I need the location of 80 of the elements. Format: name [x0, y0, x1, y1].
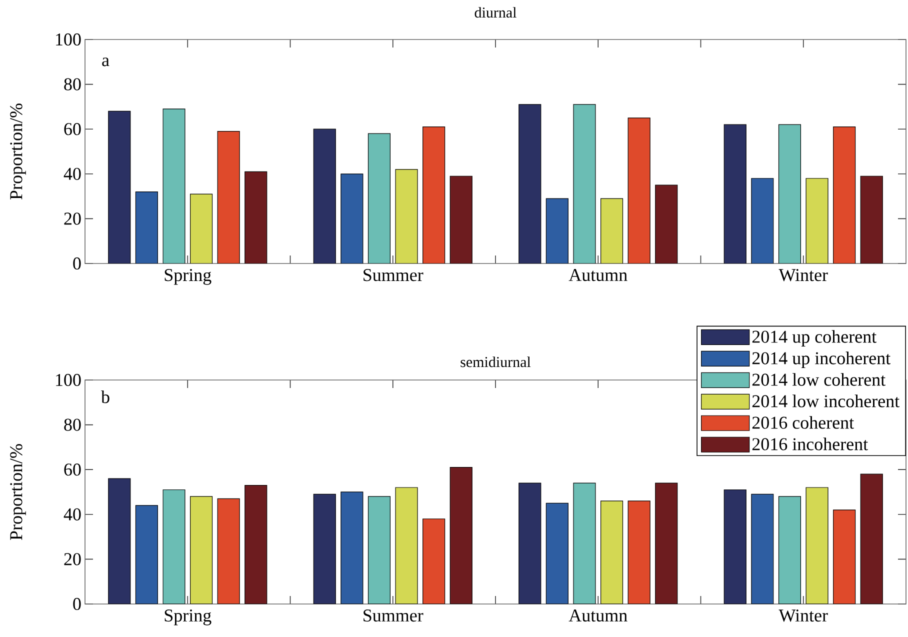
bar	[244, 171, 268, 264]
bar	[313, 128, 336, 264]
y-tick-label: 20	[64, 212, 81, 225]
legend-label: 2016 incoherent	[752, 438, 868, 450]
bar	[190, 496, 213, 604]
y-tick-label: 60	[64, 123, 81, 136]
bar	[108, 478, 131, 604]
legend-label: 2016 coherent	[752, 416, 854, 429]
bar	[778, 496, 802, 604]
bar	[450, 176, 472, 264]
bar	[340, 492, 364, 604]
annotation: b	[101, 390, 110, 404]
y-tick-label: 80	[64, 418, 81, 431]
bar	[518, 482, 542, 604]
x-tick-label: Autumn	[568, 269, 628, 282]
bar	[422, 518, 446, 604]
bar	[573, 104, 596, 264]
bar	[395, 487, 418, 604]
bar	[244, 484, 268, 604]
legend-label: 2014 up coherent	[752, 330, 876, 346]
x-tick-label: Spring	[164, 610, 212, 626]
bar	[573, 482, 596, 604]
bar	[108, 110, 131, 264]
y-tick-label: 100	[56, 33, 81, 46]
y-tick-label: 0	[73, 598, 81, 610]
x-tick-label: Summer	[364, 269, 424, 282]
bar	[806, 487, 828, 604]
bar	[162, 489, 186, 604]
bar	[313, 494, 336, 604]
bar	[751, 178, 774, 264]
legend-label: 2014 low coherent	[752, 373, 886, 386]
y-axis-title: Proportion/%	[10, 104, 26, 200]
bar	[751, 494, 774, 604]
chart-title: semidiurnal	[460, 356, 531, 368]
bar	[190, 194, 213, 264]
legend-label: 2014 up incoherent	[752, 352, 890, 368]
x-tick-label: Autumn	[568, 610, 628, 622]
y-tick-label: 100	[56, 374, 81, 386]
bar	[395, 169, 418, 264]
bar	[368, 133, 391, 264]
y-tick-label: 40	[64, 508, 81, 520]
bar	[778, 124, 802, 264]
legend-label: 2014 low incoherent	[752, 394, 900, 408]
bar	[655, 184, 678, 264]
bar	[860, 474, 883, 604]
bar	[546, 198, 568, 264]
bar	[518, 104, 542, 264]
x-tick-label: Winter	[778, 269, 828, 282]
bar	[806, 178, 828, 264]
bar	[546, 502, 568, 604]
bar	[724, 489, 746, 604]
bar	[422, 126, 446, 264]
y-tick-label: 60	[64, 464, 81, 476]
x-tick-label: Summer	[364, 610, 424, 622]
bar	[162, 108, 186, 264]
y-tick-label: 40	[64, 168, 81, 180]
y-axis-title: Proportion/%	[10, 444, 26, 540]
bar	[368, 496, 391, 604]
annotation: a	[102, 58, 110, 66]
bar	[135, 505, 158, 604]
bar	[655, 482, 678, 604]
y-tick-label: 0	[73, 257, 81, 270]
bar	[833, 126, 856, 264]
bar	[628, 500, 650, 604]
bar	[450, 467, 472, 604]
bar	[860, 176, 883, 264]
bar	[600, 500, 624, 604]
y-tick-label: 20	[64, 553, 81, 566]
chart-title: diurnal	[474, 7, 516, 18]
x-tick-label: Winter	[778, 610, 828, 622]
bar	[724, 124, 746, 264]
bar	[600, 198, 624, 264]
bar	[833, 510, 856, 604]
bar	[628, 118, 650, 264]
bar	[135, 192, 158, 264]
x-tick-label: Spring	[164, 269, 212, 285]
y-tick-label: 80	[64, 78, 81, 90]
bar	[340, 174, 364, 264]
bar	[217, 498, 240, 604]
bar	[217, 131, 240, 264]
